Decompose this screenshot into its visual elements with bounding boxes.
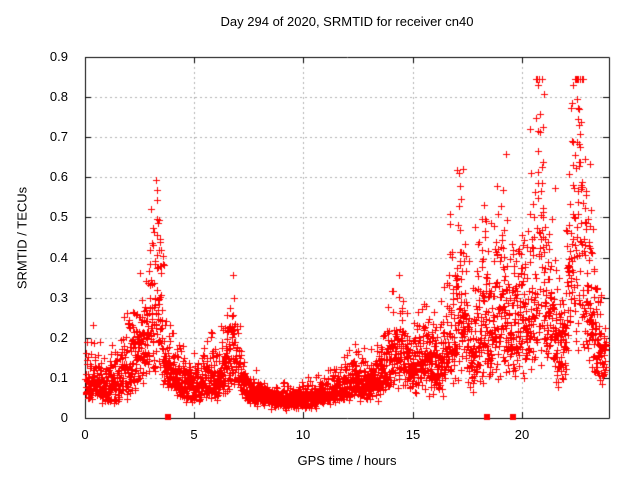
- x-tick-label: 0: [81, 427, 89, 442]
- x-tick-label: 5: [190, 427, 198, 442]
- y-tick-label: 0.5: [49, 209, 68, 224]
- y-tick-label: 0.2: [49, 330, 68, 345]
- y-tick-label: 0.4: [49, 250, 68, 265]
- y-tick-label: 0: [60, 410, 68, 425]
- chart-title: Day 294 of 2020, SRMTID for receiver cn4…: [220, 14, 474, 29]
- y-tick-label: 0.6: [49, 169, 68, 184]
- x-tick-label: 20: [514, 427, 530, 442]
- x-tick-label: 10: [295, 427, 311, 442]
- x-tick-label: 15: [405, 427, 421, 442]
- y-tick-label: 0.8: [49, 89, 68, 104]
- x-axis-title: GPS time / hours: [297, 453, 397, 468]
- y-tick-label: 0.7: [49, 129, 68, 144]
- y-tick-label: 0.3: [49, 290, 68, 305]
- y-axis-title: SRMTID / TECUs: [14, 186, 30, 290]
- y-tick-label: 0.1: [49, 370, 68, 385]
- y-tick-label: 0.9: [49, 49, 68, 64]
